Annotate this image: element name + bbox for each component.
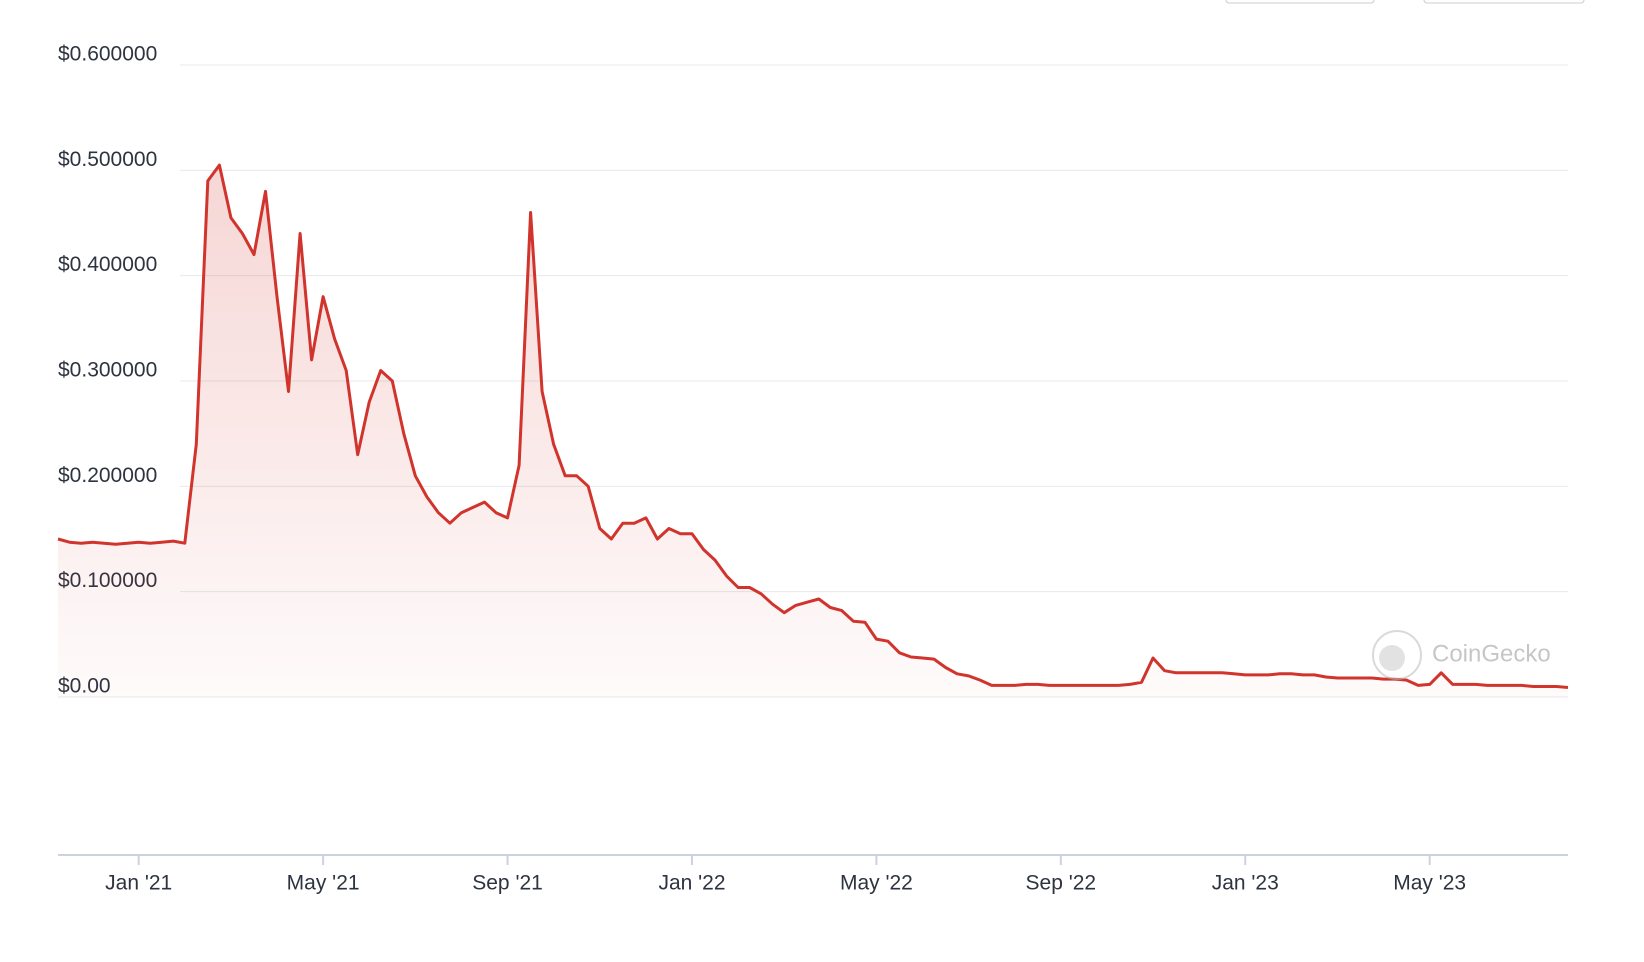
watermark-text: CoinGecko (1432, 640, 1551, 667)
x-tick-label: Sep '21 (472, 872, 543, 895)
x-tick-label: Jan '21 (105, 872, 172, 895)
y-tick-label: $0.400000 (58, 253, 157, 276)
y-tick-label: $0.200000 (58, 464, 157, 487)
x-tick-label: Jan '22 (658, 872, 725, 895)
x-tick-label: Jan '23 (1212, 872, 1279, 895)
watermark: CoinGecko (1372, 630, 1551, 680)
y-tick-label: $0.600000 (58, 43, 157, 66)
area-fill (58, 165, 1568, 698)
y-tick-label: $0.300000 (58, 359, 157, 382)
x-tick-label: Sep '22 (1026, 872, 1097, 895)
button[interactable] (1423, 0, 1585, 4)
button[interactable] (1225, 0, 1375, 4)
x-tick-label: May '21 (287, 872, 360, 895)
price-line (57, 163, 1569, 689)
x-tick-label: May '22 (840, 872, 913, 895)
plot: $0.00$0.100000$0.200000$0.300000$0.40000… (57, 43, 1569, 895)
x-tick-label: May '23 (1393, 872, 1466, 895)
y-tick-label: $0.500000 (58, 148, 157, 171)
